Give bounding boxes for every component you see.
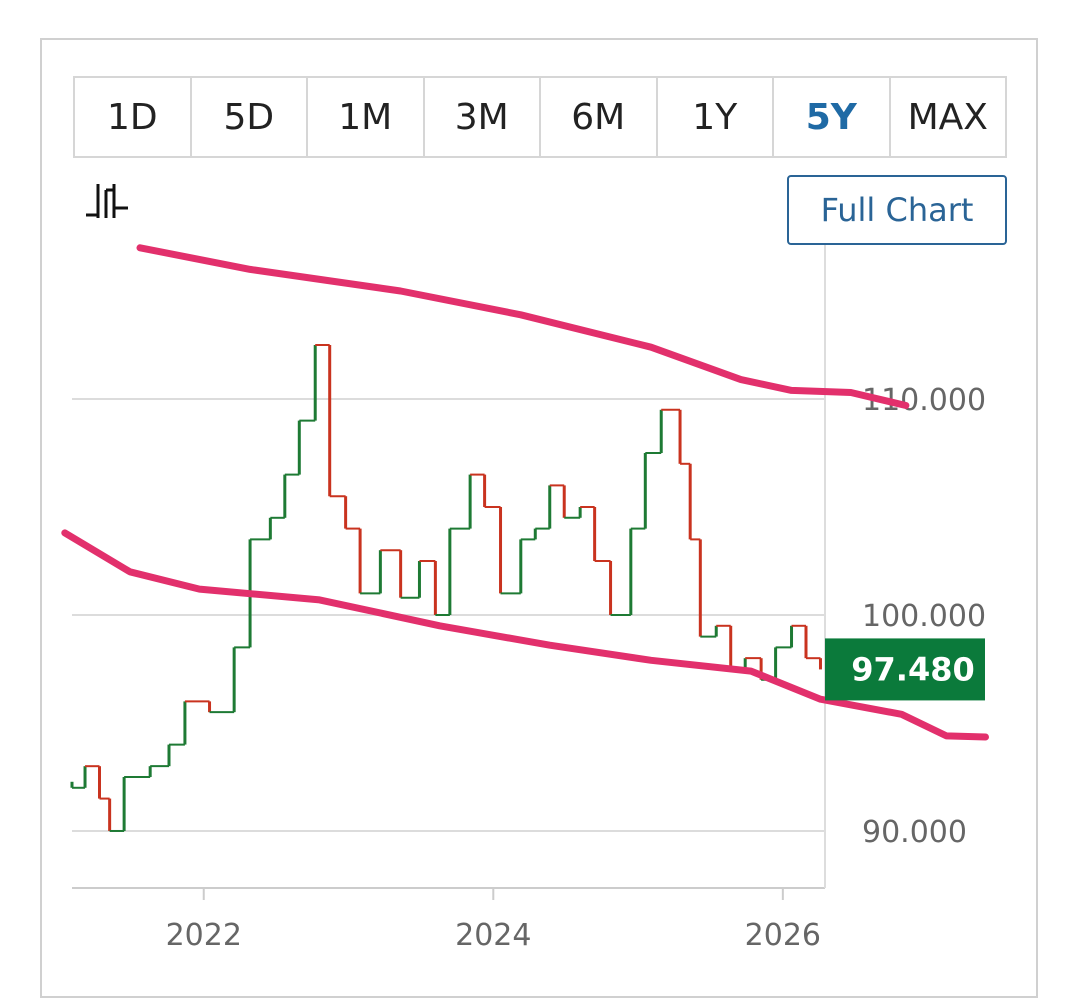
price-label-box [825, 638, 985, 701]
price-label: 97.480 [851, 650, 974, 688]
chart-type-icon [86, 184, 128, 218]
price-series [70, 344, 822, 832]
x-tick-label: 2024 [455, 918, 531, 953]
full-chart-button[interactable]: Full Chart [787, 175, 1007, 245]
y-tick-label: 100.000 [862, 599, 986, 634]
widget-frame [40, 38, 1038, 998]
range-selector: 1D 5D 1M 3M 6M 1Y 5Y MAX [73, 76, 1007, 158]
y-tick-label: 90.000 [862, 815, 967, 850]
range-button[interactable]: 6M [541, 78, 658, 156]
range-button[interactable]: 3M [425, 78, 541, 156]
range-button[interactable]: MAX [907, 96, 988, 138]
range-button[interactable]: 1M [308, 78, 425, 156]
band-line [136, 244, 910, 409]
band-line [61, 529, 989, 741]
range-button[interactable]: 1Y [658, 78, 774, 156]
range-button[interactable]: 1D [75, 78, 192, 156]
range-button[interactable]: 5D [192, 78, 308, 156]
x-tick-label: 2022 [166, 918, 242, 953]
range-button[interactable]: 5Y [774, 78, 891, 156]
x-tick-label: 2026 [745, 918, 821, 953]
